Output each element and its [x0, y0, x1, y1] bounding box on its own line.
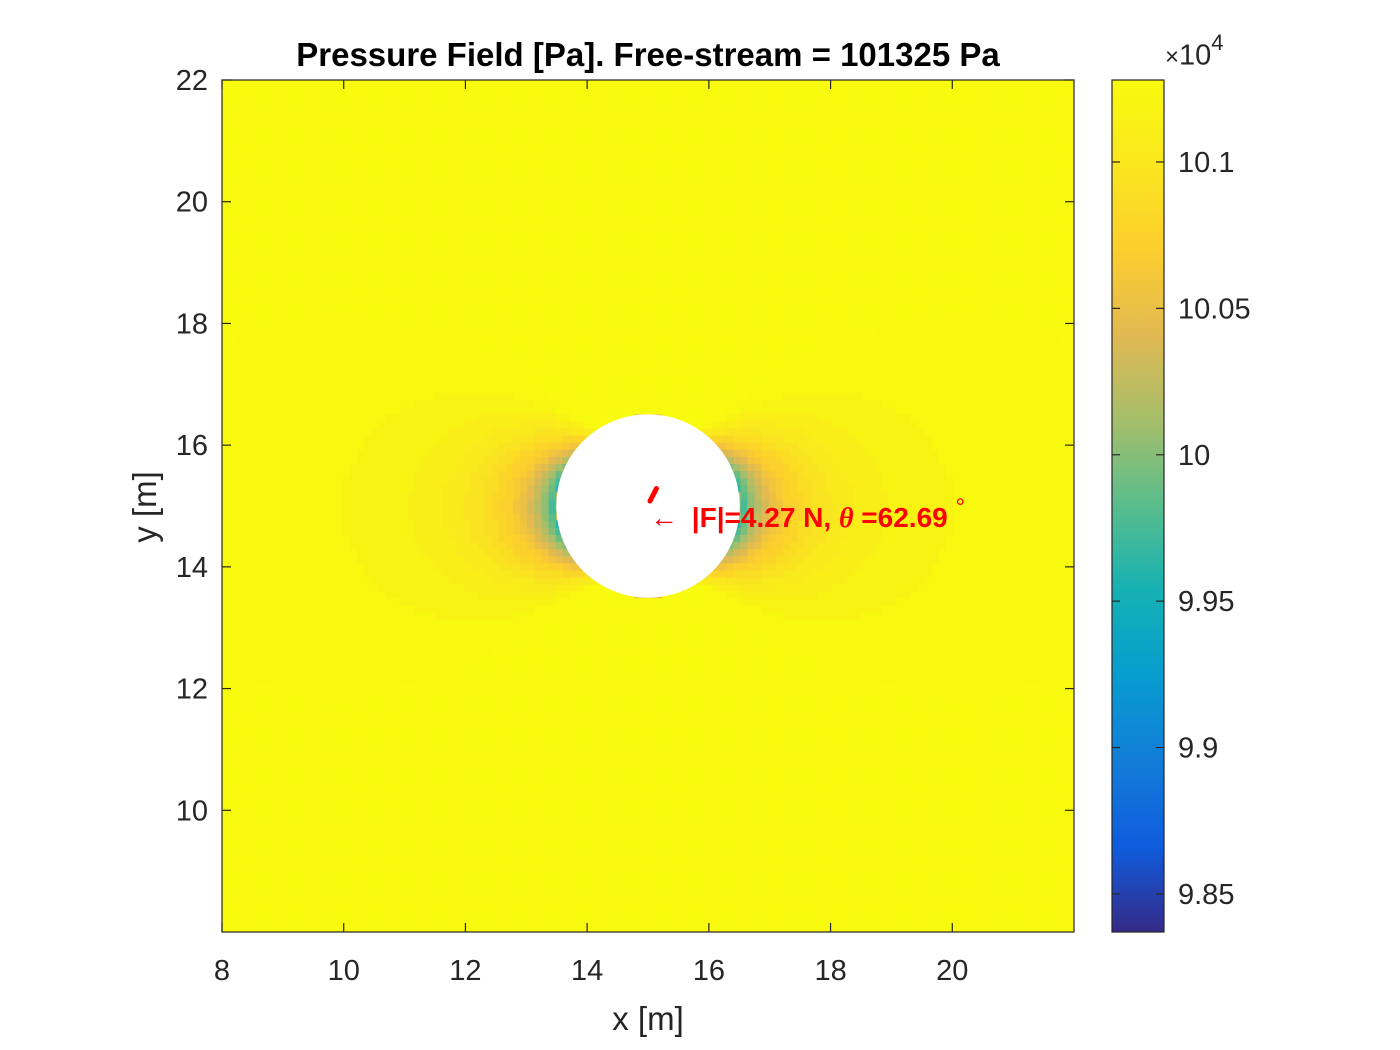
y-tick-label: 14	[176, 552, 208, 584]
colorbar-tick-label: 9.9	[1178, 733, 1218, 765]
y-axis: 10 12 14 16 18 20 22	[176, 65, 1074, 827]
annotation-theta: θ	[839, 503, 854, 534]
y-axis-label: y [m]	[126, 471, 163, 543]
annotation-force: |F|=4.27 N,	[692, 502, 839, 533]
colorbar-multiplier: ×	[1165, 43, 1180, 71]
colorbar-tick-label: 10.1	[1178, 147, 1234, 179]
x-tick-label: 20	[936, 955, 968, 987]
annotation-degree: °	[956, 494, 966, 521]
pressure-field	[222, 80, 1074, 932]
x-axis-label: x [m]	[612, 1000, 684, 1037]
colorbar-tick-label: 9.85	[1178, 879, 1234, 911]
x-axis: 8 10 12 14 16 18 20	[214, 80, 968, 987]
x-tick-label: 14	[571, 955, 603, 987]
chart-title: Pressure Field [Pa]. Free-stream = 10132…	[296, 36, 1000, 73]
colorbar-base: 10	[1179, 39, 1212, 72]
y-tick-label: 22	[176, 65, 208, 97]
y-tick-label: 16	[176, 430, 208, 462]
y-tick-label: 10	[176, 795, 208, 827]
colorbar-exponent: ×104	[1165, 30, 1224, 73]
annotation-arrow: ←	[650, 502, 678, 533]
colorbar-tick-label: 9.95	[1178, 586, 1234, 618]
colorbar-tick-label: 10	[1178, 440, 1210, 472]
x-tick-label: 10	[328, 955, 360, 987]
plot-frame	[221, 79, 1075, 933]
x-tick-label: 8	[214, 955, 230, 987]
y-tick-label: 20	[176, 187, 208, 219]
colorbar-ticks: 9.85 9.9 9.95 10 10.05 10.1	[1112, 147, 1251, 911]
x-tick-label: 18	[814, 955, 846, 987]
obstacle-layer	[556, 414, 740, 598]
colorbar-power: 4	[1211, 30, 1224, 55]
x-tick-label: 16	[693, 955, 725, 987]
y-tick-label: 12	[176, 674, 208, 706]
colorbar-tick-label: 10.05	[1178, 293, 1251, 325]
obstacle-cylinder	[556, 414, 740, 598]
colorbar	[1111, 79, 1165, 933]
annotation-angle: =62.69	[861, 502, 947, 533]
x-tick-label: 12	[449, 955, 481, 987]
force-arrow	[647, 486, 659, 504]
force-arrow-layer	[647, 486, 659, 504]
y-tick-label: 18	[176, 308, 208, 340]
force-annotation: ← |F|=4.27 N, θ =62.69 °	[650, 494, 965, 534]
